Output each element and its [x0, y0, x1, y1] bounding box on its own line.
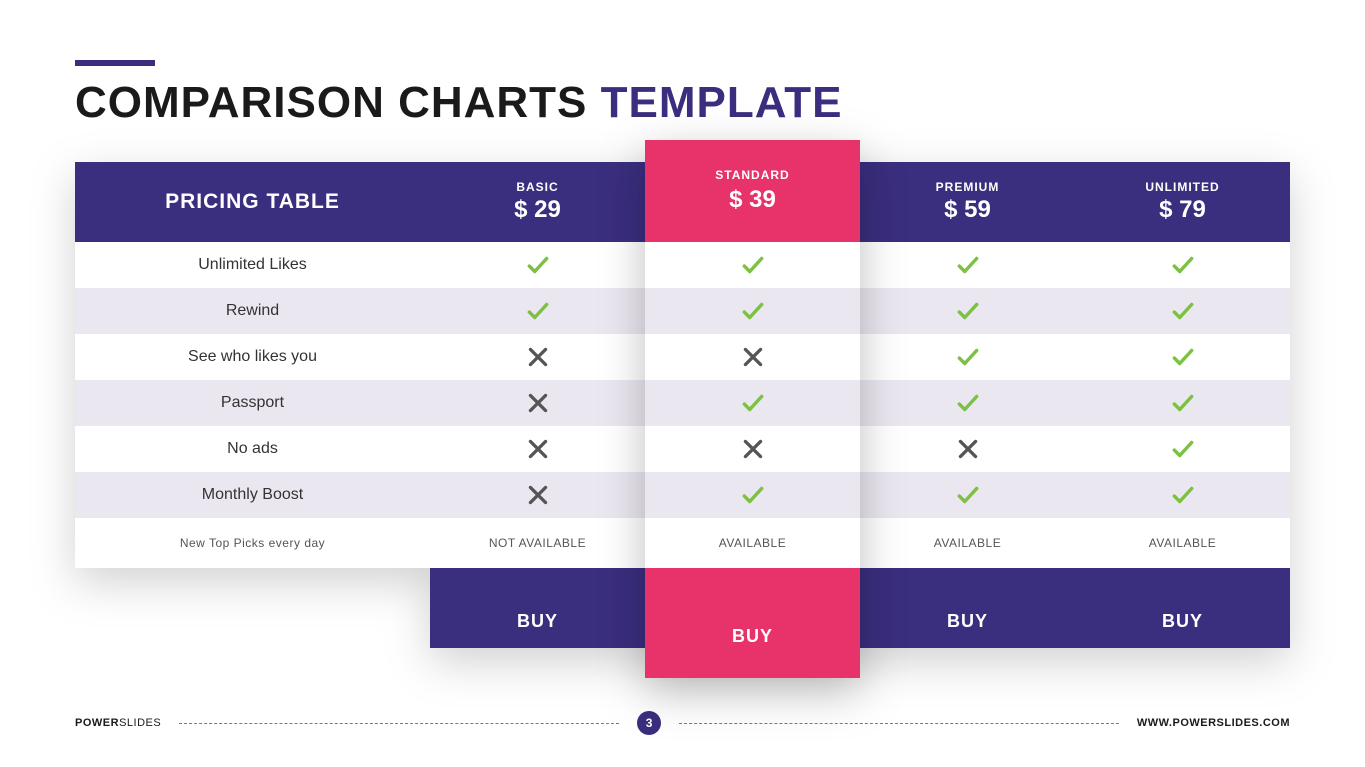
check-icon	[740, 482, 766, 508]
featured-plan-header: STANDARD $ 39	[645, 140, 860, 242]
feature-label: Rewind	[75, 288, 430, 334]
footer-brand: POWERSLIDES	[75, 717, 161, 729]
feature-cell	[430, 288, 645, 334]
slide-title: COMPARISON CHARTS TEMPLATE	[75, 80, 1290, 126]
cross-icon	[525, 482, 551, 508]
feature-label: No ads	[75, 426, 430, 472]
feature-label: Unlimited Likes	[75, 242, 430, 288]
check-icon	[525, 298, 551, 324]
footer-divider	[679, 723, 1119, 724]
cross-icon	[955, 436, 981, 462]
plan-header-unlimited: UNLIMITED $ 79	[1075, 162, 1290, 242]
footer-brand-light: SLIDES	[119, 717, 161, 729]
feature-label: See who likes you	[75, 334, 430, 380]
cross-icon	[740, 436, 766, 462]
check-icon	[1170, 344, 1196, 370]
availability-value: AVAILABLE	[1075, 518, 1290, 568]
check-icon	[955, 390, 981, 416]
footer-divider	[179, 723, 619, 724]
footer-url: WWW.POWERSLIDES.COM	[1137, 717, 1290, 729]
plan-name: BASIC	[516, 180, 558, 194]
feature-cell	[430, 426, 645, 472]
plan-name: PREMIUM	[936, 180, 1000, 194]
table-header-label: PRICING TABLE	[75, 162, 430, 242]
plan-price: $ 39	[729, 186, 776, 214]
check-icon	[740, 298, 766, 324]
feature-cell	[645, 380, 860, 426]
check-icon	[1170, 482, 1196, 508]
footer-brand-bold: POWER	[75, 717, 119, 729]
featured-plan-column: STANDARD $ 39 AVAILABLE BUY	[645, 140, 860, 678]
title-part-2: TEMPLATE	[601, 78, 843, 127]
pricing-table-container: PRICING TABLE BASIC $ 29 STANDARD $ 39 P…	[75, 162, 1290, 648]
feature-label: Passport	[75, 380, 430, 426]
availability-value: AVAILABLE	[860, 518, 1075, 568]
check-icon	[1170, 390, 1196, 416]
feature-cell	[860, 380, 1075, 426]
plan-name: UNLIMITED	[1145, 180, 1219, 194]
buy-button-premium[interactable]: BUY	[860, 594, 1075, 648]
feature-cell	[1075, 426, 1290, 472]
feature-cell	[430, 242, 645, 288]
feature-cell	[430, 472, 645, 518]
feature-cell	[860, 334, 1075, 380]
plan-price: $ 79	[1159, 196, 1206, 224]
check-icon	[1170, 252, 1196, 278]
feature-cell	[860, 472, 1075, 518]
check-icon	[1170, 436, 1196, 462]
feature-cell	[1075, 288, 1290, 334]
feature-cell	[645, 426, 860, 472]
feature-cell	[645, 472, 860, 518]
availability-value: NOT AVAILABLE	[430, 518, 645, 568]
feature-cell	[645, 288, 860, 334]
plan-price: $ 59	[944, 196, 991, 224]
page-number: 3	[637, 711, 661, 735]
plan-header-premium: PREMIUM $ 59	[860, 162, 1075, 242]
check-icon	[740, 390, 766, 416]
feature-cell	[430, 380, 645, 426]
cross-icon	[525, 390, 551, 416]
plan-name: STANDARD	[715, 168, 789, 182]
feature-cell	[1075, 380, 1290, 426]
feature-cell	[860, 426, 1075, 472]
cross-icon	[740, 344, 766, 370]
check-icon	[955, 252, 981, 278]
check-icon	[955, 344, 981, 370]
plan-header-basic: BASIC $ 29	[430, 162, 645, 242]
feature-cell	[860, 288, 1075, 334]
cross-icon	[525, 436, 551, 462]
feature-cell	[430, 334, 645, 380]
title-part-1: COMPARISON CHARTS	[75, 78, 601, 127]
feature-cell	[645, 242, 860, 288]
check-icon	[525, 252, 551, 278]
feature-cell	[1075, 334, 1290, 380]
check-icon	[740, 252, 766, 278]
buy-button-standard-featured[interactable]: BUY	[645, 594, 860, 678]
check-icon	[955, 482, 981, 508]
buy-button-basic[interactable]: BUY	[430, 594, 645, 648]
title-accent-bar	[75, 60, 155, 66]
plan-price: $ 29	[514, 196, 561, 224]
availability-value: AVAILABLE	[645, 518, 860, 568]
feature-cell	[1075, 472, 1290, 518]
feature-cell	[860, 242, 1075, 288]
feature-cell	[645, 334, 860, 380]
feature-cell	[1075, 242, 1290, 288]
check-icon	[955, 298, 981, 324]
check-icon	[1170, 298, 1196, 324]
slide-footer: POWERSLIDES 3 WWW.POWERSLIDES.COM	[0, 711, 1365, 735]
feature-label: Monthly Boost	[75, 472, 430, 518]
availability-label: New Top Picks every day	[75, 518, 430, 568]
cross-icon	[525, 344, 551, 370]
buy-button-unlimited[interactable]: BUY	[1075, 594, 1290, 648]
